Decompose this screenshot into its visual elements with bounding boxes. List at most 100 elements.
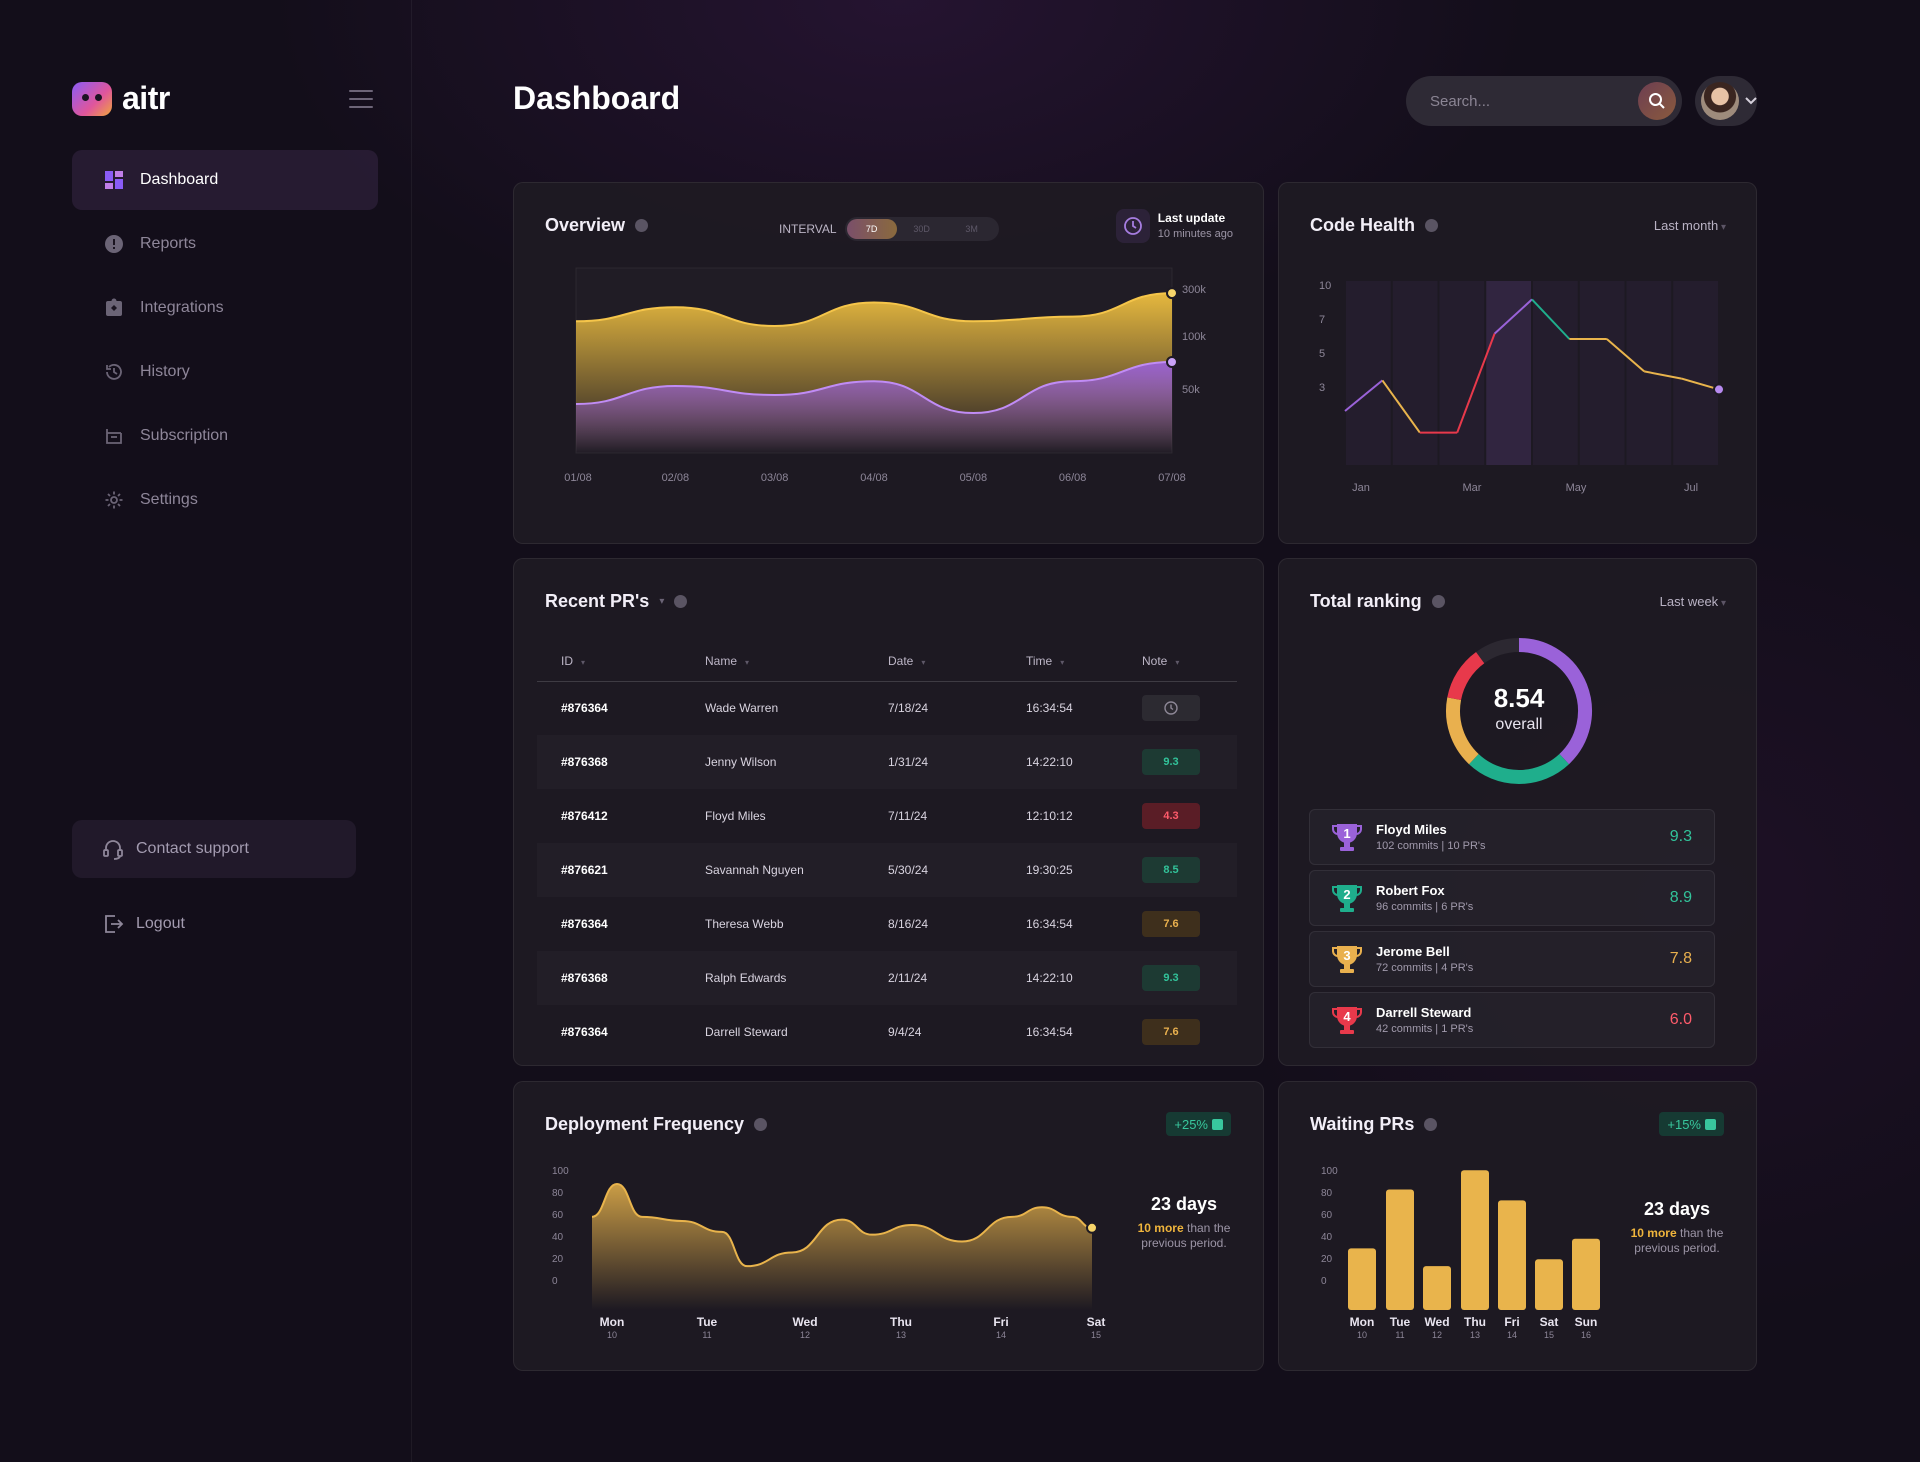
y-tick-label: 50k [1182,384,1200,396]
sidebar-item-label: History [140,363,190,380]
column-band [1673,281,1718,465]
contact-support-button[interactable]: Contact support [72,820,356,878]
health-line-segment [1456,333,1496,433]
cell-time: 16:34:54 [1026,1025,1073,1039]
y-tick-label: 10 [1319,280,1331,292]
logout-button[interactable]: Logout [72,895,356,953]
x-tick-label: 01/08 [564,472,592,484]
x-tick-label: 03/08 [761,472,789,484]
list-item[interactable]: 4 Darrell Steward 42 commits | 1 PR's 6.… [1309,992,1715,1048]
x-tick-label: Fri [993,1315,1008,1329]
cell-time: 19:30:25 [1002,843,1118,897]
deployment-sub: 10 more than the previous period. [1137,1221,1231,1250]
deployment-line [591,1182,1093,1268]
x-tick-sublabel: 11 [702,1330,711,1340]
list-item[interactable]: 1 Floyd Miles 102 commits | 10 PR's 9.3 [1309,809,1715,865]
sidebar-item-reports[interactable]: Reports [72,214,378,274]
deployment-card: Deployment Frequency +25% 100 80 60 40 20 0 Mo… [513,1081,1264,1371]
code-health-filter[interactable]: Last month [1654,218,1726,233]
search-input[interactable] [1430,92,1630,110]
info-icon[interactable] [1431,595,1445,608]
info-icon[interactable] [754,1118,768,1131]
alert-icon [105,235,123,253]
rank-sub: 42 commits | 1 PR's [1376,1023,1474,1035]
bar [1572,1238,1600,1310]
sidebar-item-subscription[interactable]: Subscription [72,406,378,466]
cell-id: #876621 [537,843,681,897]
logo[interactable]: aitr [72,80,170,117]
interval-3m[interactable]: 3M [965,224,978,234]
table-row[interactable]: #876364 Theresa Webb 8/16/24 16:34:54 7.6 [537,897,1237,951]
sidebar-item-history[interactable]: History [72,342,378,402]
bar [1461,1170,1489,1310]
col-date[interactable]: Date ▾ [864,641,1002,682]
code-health-card: Code Health Last month 10 7 5 3 Jan Mar May Jul [1278,182,1757,544]
menu-toggle-icon[interactable] [349,90,373,110]
table-row[interactable]: #876364 Wade Warren 7/18/24 16:34:54 [537,681,1237,735]
x-tick-label: Tue [1390,1315,1411,1329]
search-button[interactable] [1638,82,1676,120]
info-icon[interactable] [635,219,649,232]
rank-sub: 72 commits | 4 PR's [1376,962,1474,974]
waiting-prs-card: Waiting PRs +15% 100 80 60 40 20 0 Mon 10 Tue 11 W… [1278,1081,1757,1371]
series-purple-point [1166,356,1178,368]
ranking-list: 1 Floyd Miles 102 commits | 10 PR's 9.3 … [1309,809,1715,1053]
list-item[interactable]: 3 Jerome Bell 72 commits | 4 PR's 7.8 [1309,931,1715,987]
column-band [1392,281,1438,465]
sidebar-item-integrations[interactable]: Integrations [72,278,378,338]
sidebar: aitr Dashboard Reports Integrations Hist… [0,0,412,1462]
bar [1386,1189,1414,1310]
y-tick-label: 7 [1319,314,1325,326]
x-tick-sublabel: 10 [607,1330,617,1340]
x-tick-sublabel: 11 [1395,1330,1404,1340]
info-icon[interactable] [1425,219,1439,232]
x-tick-label: Mar [1463,482,1482,494]
y-tick-label: 100 [552,1166,569,1177]
sidebar-item-settings[interactable]: Settings [72,470,378,530]
series-gold-line [575,292,1173,328]
table-row[interactable]: #876621 Savannah Nguyen 5/30/24 19:30:25 8.5 [537,843,1237,897]
list-item[interactable]: 2 Robert Fox 96 commits | 6 PR's 8.9 [1309,870,1715,926]
total-ranking-card: Total ranking Last week 8.54 overall 1 F… [1278,558,1757,1066]
series-gold-point [1166,287,1178,300]
rank-name: Darrell Steward [1376,1005,1472,1020]
table-row[interactable]: #876412 Floyd Miles 7/11/24 12:10:12 4.3 [537,789,1237,843]
col-time[interactable]: Time ▾ [1002,641,1118,682]
rank-name: Robert Fox [1376,883,1445,898]
col-name[interactable]: Name ▾ [681,641,864,682]
series-purple-line [575,361,1173,415]
x-tick-label: Mon [600,1315,625,1329]
x-tick-label: 06/08 [1059,472,1087,484]
table-row[interactable]: #876368 Jenny Wilson 1/31/24 14:22:10 9.3 [537,735,1237,789]
table-row[interactable]: #876368 Ralph Edwards 2/11/24 14:22:10 9.3 [537,951,1237,1005]
health-line-segment [1644,370,1682,380]
overall-score: 8.54 [1493,683,1545,713]
health-line-segment [1606,338,1645,373]
logout-icon [105,915,124,933]
clock-icon [1164,701,1178,715]
cell-name: Jenny Wilson [681,735,864,789]
trophy-icon: 2 [1332,885,1362,912]
table-row[interactable]: #876364 Darrell Steward 9/4/24 16:34:54 7.6 [537,1005,1237,1059]
rank-name: Floyd Miles [1376,822,1447,837]
rank-number: 1 [1343,826,1350,841]
y-tick-label: 20 [1321,1254,1333,1265]
ranking-filter[interactable]: Last week [1660,594,1726,609]
y-tick-label: 3 [1319,382,1325,394]
col-note[interactable]: Note ▾ [1118,641,1237,682]
sidebar-item-dashboard[interactable]: Dashboard [72,150,378,210]
cell-time: 14:22:10 [1002,951,1118,1005]
cell-id: #876368 [537,735,681,789]
col-id[interactable]: ID ▾ [537,641,681,682]
series-purple-area [576,362,1172,453]
info-icon[interactable] [674,595,688,608]
interval-30d[interactable]: 30D [913,224,930,234]
interval-7d[interactable]: 7D [846,219,897,239]
info-icon[interactable] [1424,1118,1438,1131]
x-tick-label: Jan [1352,482,1370,494]
chevron-down-icon[interactable]: ▾ [659,596,665,607]
cell-time: 16:34:54 [1026,701,1073,716]
recent-prs-title: Recent PR's ▾ [545,591,688,612]
user-menu[interactable] [1695,76,1757,126]
